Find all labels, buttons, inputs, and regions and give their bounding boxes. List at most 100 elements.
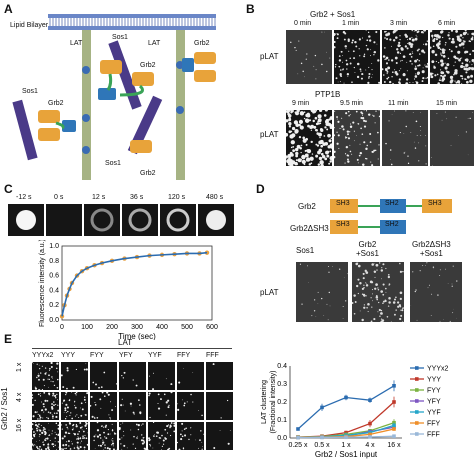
e-cell-2-4 <box>148 422 175 450</box>
c-xlabel: Time (sec) <box>118 332 156 340</box>
panel-label-d: D <box>256 182 265 196</box>
e-col-4: YYF <box>148 352 162 359</box>
d-image-2 <box>410 262 462 322</box>
c-xtick-6: 600 <box>206 324 218 331</box>
e-point-YYY-4 <box>392 400 396 404</box>
b-row1-time-0: 0 min <box>294 20 312 27</box>
e-point-YYF-3 <box>368 430 372 435</box>
e-cell-1-6 <box>206 392 233 420</box>
panel-b-header: Grb2 + Sos1 <box>310 10 356 19</box>
c-image-4 <box>160 204 196 236</box>
b-row2-image-1 <box>334 110 380 166</box>
grb2-label-3: Grb2 <box>48 100 64 107</box>
b-row2-time-3: 15 min <box>436 100 458 107</box>
e-col-3: YFY <box>119 352 133 359</box>
c-ytick-2: 0.4 <box>49 287 59 294</box>
e-legend-label-YYF: YYF <box>427 410 441 417</box>
c-time-5: 480 s <box>206 194 224 201</box>
e-point-FFF-1 <box>320 435 324 440</box>
e-col-0: YYYx2 <box>32 352 54 359</box>
b-row1-image-3 <box>430 30 474 84</box>
panel-label-e: E <box>4 332 13 346</box>
d-image-1 <box>352 262 404 322</box>
e-series-line-YYYx2 <box>297 385 395 430</box>
e-point-YYF-4 <box>392 423 396 428</box>
c-ytick-4: 0.8 <box>49 258 59 265</box>
e-cell-0-3 <box>119 362 146 390</box>
e-ytick-2: 0.2 <box>277 399 287 406</box>
c-ytick-0: 0.0 <box>49 317 59 324</box>
e-point-YYYx2-4 <box>392 384 396 388</box>
e-ylabel: LAT clustering <box>261 380 268 424</box>
panel-b-row-label-1: pLAT <box>260 52 279 61</box>
e-col-1: YYY <box>61 352 76 359</box>
e-col-5: FFY <box>177 352 191 359</box>
e-header-rule <box>32 348 232 349</box>
panel-b-row-label-2: pLAT <box>260 130 279 139</box>
e-xtick-1: 0.5 x <box>314 442 330 449</box>
e-xtick-0: 0.25 x <box>288 442 308 449</box>
sos1-label-1: Sos1 <box>112 34 128 41</box>
e-point-FFY-4 <box>392 427 396 431</box>
b-row2-time-0: 9 min <box>292 100 310 107</box>
e-row-2: 16 x <box>16 418 23 432</box>
sos1-label-2: Sos1 <box>22 88 38 95</box>
e-ytick-4: 0.4 <box>277 363 287 370</box>
e-row-1: 4 x <box>16 392 23 402</box>
e-col-6: FFF <box>206 352 219 359</box>
e-legend-label-FYY: FYY <box>427 388 441 395</box>
e-point-FFF-4 <box>392 434 396 438</box>
c-xtick-2: 200 <box>106 324 118 331</box>
e-point-FFF-0 <box>296 435 300 440</box>
panel-label-a: A <box>4 2 13 16</box>
d-sh2-2: SH2 <box>385 221 399 228</box>
e-cell-0-6 <box>206 362 233 390</box>
e-cell-1-4 <box>148 392 175 420</box>
e-cell-2-5 <box>177 422 204 450</box>
lipid-bilayer-label: Lipid Bilayer <box>10 22 49 29</box>
e-cell-2-6 <box>206 422 233 450</box>
b-row1-image-1 <box>334 30 380 84</box>
d-image-0 <box>296 262 348 322</box>
e-xtick-3: 4 x <box>365 442 375 449</box>
e-point-FFF-3 <box>368 435 372 439</box>
e-legend-label-YYY: YYY <box>427 377 441 384</box>
c-time-4: 120 s <box>168 194 186 201</box>
d-col-1: Sos1 <box>296 246 315 255</box>
c-time-1: 0 s <box>54 194 64 201</box>
c-image-1 <box>46 204 82 236</box>
panel-label-b: B <box>246 2 255 16</box>
c-image-3 <box>122 204 158 236</box>
grb2-label-2: Grb2 <box>140 62 156 69</box>
grb2-dsh3-domain-row <box>330 220 406 234</box>
construct-grb2: Grb2 <box>298 202 316 211</box>
e-cell-1-2 <box>90 392 117 420</box>
lat-label-left: LAT <box>70 40 83 47</box>
d-sh3-3: SH3 <box>336 221 350 228</box>
c-xtick-5: 500 <box>181 324 193 331</box>
e-cell-2-0 <box>32 422 59 450</box>
e-cell-0-4 <box>148 362 175 390</box>
c-ytick-5: 1.0 <box>49 243 59 250</box>
c-xtick-3: 300 <box>131 324 143 331</box>
e-point-YYYx2-3 <box>368 398 372 402</box>
e-point-YYY-3 <box>368 421 372 426</box>
e-cell-0-1 <box>61 362 88 390</box>
e-point-FFY-3 <box>368 432 372 437</box>
e-point-YYYx2-1 <box>320 405 324 410</box>
d-sh3-2: SH3 <box>428 200 442 207</box>
c-time-2: 12 s <box>92 194 106 201</box>
b-row1-time-1: 1 min <box>342 20 360 27</box>
panel-e-chart: 0.0 0.1 0.2 0.3 0.4 0.25 x 0.5 x 1 x 4 x 16 x Grb2… <box>261 363 449 459</box>
e-cell-0-5 <box>177 362 204 390</box>
e-point-FFF-2 <box>344 435 348 440</box>
sos1-label-3: Sos1 <box>105 160 121 167</box>
panel-a-diagram <box>12 14 216 180</box>
e-cell-1-3 <box>119 392 146 420</box>
b-row1-image-2 <box>382 30 428 84</box>
c-ytick-3: 0.6 <box>49 273 59 280</box>
b-row1-time-3: 6 min <box>438 20 456 27</box>
grb2-label-4: Grb2 <box>140 170 156 177</box>
e-ytick-0: 0.0 <box>277 435 287 442</box>
grb2-domain-row <box>330 199 452 213</box>
